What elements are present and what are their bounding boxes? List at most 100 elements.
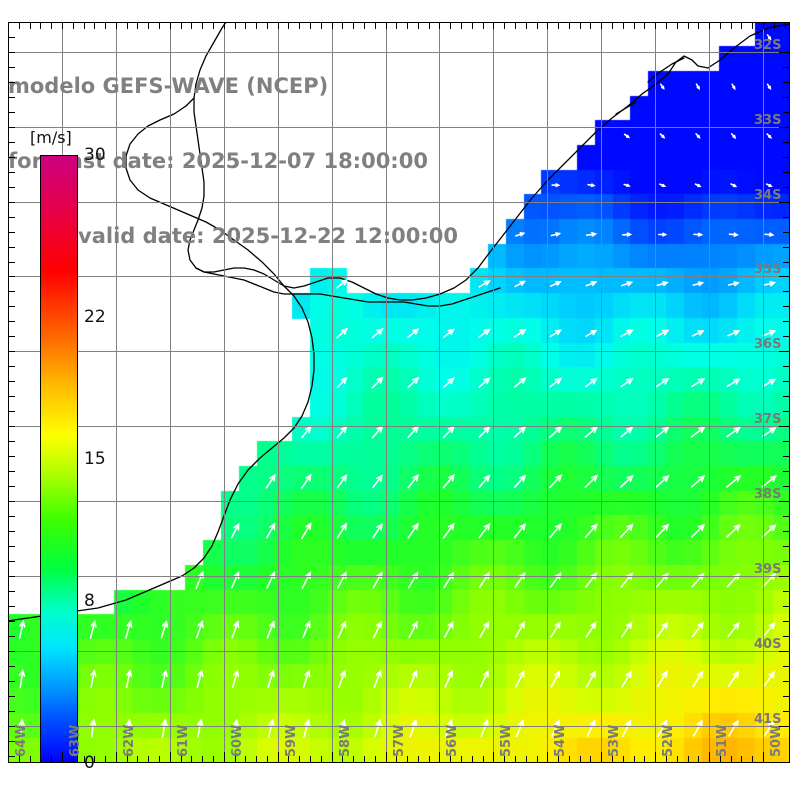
left-axis-minor-tick bbox=[8, 246, 15, 248]
left-axis-minor-tick bbox=[8, 381, 15, 383]
x-axis-minor-tick bbox=[51, 756, 53, 763]
x-axis-minor-tick bbox=[741, 756, 743, 763]
x-axis-minor-tick bbox=[525, 756, 527, 763]
y-axis-tick bbox=[779, 725, 790, 727]
y-axis-minor-tick bbox=[783, 66, 790, 68]
top-axis-minor-tick bbox=[212, 22, 214, 29]
top-axis-minor-tick bbox=[396, 22, 398, 29]
graticule-meridian bbox=[655, 22, 657, 763]
top-axis-minor-tick bbox=[644, 22, 646, 29]
x-axis-minor-tick bbox=[72, 756, 74, 763]
top-axis-minor-tick bbox=[719, 22, 721, 29]
left-axis-minor-tick bbox=[8, 231, 15, 233]
top-axis-minor-tick bbox=[191, 22, 193, 29]
title-valid-date: valid date: 2025-12-22 12:00:00 bbox=[78, 224, 458, 248]
y-axis-minor-tick bbox=[783, 545, 790, 547]
y-axis-minor-tick bbox=[783, 171, 790, 173]
top-axis-minor-tick bbox=[514, 22, 516, 29]
y-axis-label: 33S bbox=[754, 112, 782, 128]
x-axis-tick bbox=[115, 752, 117, 763]
top-axis-minor-tick bbox=[698, 22, 700, 29]
left-axis-minor-tick bbox=[8, 201, 15, 203]
x-axis-minor-tick bbox=[40, 756, 42, 763]
wind-speed-raster bbox=[8, 22, 790, 763]
top-axis-minor-tick bbox=[374, 22, 376, 29]
left-axis-minor-tick bbox=[8, 605, 15, 607]
graticule-parallel bbox=[8, 725, 790, 727]
top-axis-minor-tick bbox=[590, 22, 592, 29]
left-axis-minor-tick bbox=[8, 725, 15, 727]
map-plot-area[interactable] bbox=[8, 22, 790, 763]
top-axis-minor-tick bbox=[18, 22, 20, 29]
graticule-meridian bbox=[277, 22, 279, 763]
y-axis-minor-tick bbox=[783, 81, 790, 83]
left-axis-minor-tick bbox=[8, 590, 15, 592]
top-axis-minor-tick bbox=[29, 22, 31, 29]
x-axis-label: 55W bbox=[499, 724, 515, 757]
top-axis-minor-tick bbox=[450, 22, 452, 29]
top-axis-minor-tick bbox=[428, 22, 430, 29]
x-axis-minor-tick bbox=[482, 756, 484, 763]
top-axis-minor-tick bbox=[579, 22, 581, 29]
top-axis-minor-tick bbox=[137, 22, 139, 29]
y-axis-label: 32S bbox=[754, 37, 782, 53]
x-axis-minor-tick bbox=[407, 756, 409, 763]
top-axis-minor-tick bbox=[180, 22, 182, 29]
x-axis-minor-tick bbox=[353, 756, 355, 763]
left-axis-minor-tick bbox=[8, 740, 15, 742]
y-axis-tick bbox=[779, 575, 790, 577]
x-axis-minor-tick bbox=[299, 756, 301, 763]
x-axis-minor-tick bbox=[471, 756, 473, 763]
left-axis-minor-tick bbox=[8, 141, 15, 143]
top-axis-minor-tick bbox=[342, 22, 344, 29]
left-axis-minor-tick bbox=[8, 620, 15, 622]
top-axis-minor-tick bbox=[493, 22, 495, 29]
left-axis-minor-tick bbox=[8, 216, 15, 218]
top-axis-minor-tick bbox=[461, 22, 463, 29]
graticule-parallel bbox=[8, 126, 790, 128]
x-axis-minor-tick bbox=[83, 756, 85, 763]
y-axis-minor-tick bbox=[783, 620, 790, 622]
x-axis-label: 52W bbox=[661, 724, 677, 757]
top-axis-minor-tick bbox=[320, 22, 322, 29]
y-axis-tick bbox=[779, 276, 790, 278]
y-axis-minor-tick bbox=[783, 590, 790, 592]
y-axis-minor-tick bbox=[783, 186, 790, 188]
y-axis-label: 40S bbox=[754, 636, 782, 652]
graticule-meridian bbox=[223, 22, 225, 763]
x-axis-minor-tick bbox=[698, 756, 700, 763]
top-axis-minor-tick bbox=[525, 22, 527, 29]
x-axis-label: 50W bbox=[769, 724, 785, 757]
top-axis-minor-tick bbox=[299, 22, 301, 29]
y-axis-minor-tick bbox=[783, 456, 790, 458]
y-axis-tick bbox=[779, 126, 790, 128]
top-axis-minor-tick bbox=[784, 22, 786, 29]
y-axis-minor-tick bbox=[783, 321, 790, 323]
x-axis-minor-tick bbox=[320, 756, 322, 763]
top-axis-minor-tick bbox=[741, 22, 743, 29]
graticule-meridian bbox=[547, 22, 549, 763]
graticule-parallel bbox=[8, 426, 790, 428]
x-axis-tick bbox=[763, 752, 765, 763]
y-axis-minor-tick bbox=[783, 516, 790, 517]
y-axis-minor-tick bbox=[783, 231, 790, 233]
graticule-parallel bbox=[8, 501, 790, 503]
x-axis-tick bbox=[331, 752, 333, 763]
x-axis-tick bbox=[709, 752, 711, 763]
left-axis-minor-tick bbox=[8, 81, 15, 83]
x-axis-minor-tick bbox=[18, 756, 20, 763]
graticule-meridian bbox=[709, 22, 711, 763]
top-axis-minor-tick bbox=[266, 22, 268, 29]
y-axis-minor-tick bbox=[783, 141, 790, 143]
colorbar-tick-label: 15 bbox=[84, 449, 106, 469]
colorbar[interactable] bbox=[40, 155, 78, 763]
x-axis-minor-tick bbox=[504, 756, 506, 763]
graticule-meridian bbox=[115, 22, 117, 763]
x-axis-minor-tick bbox=[676, 756, 678, 763]
x-axis-minor-tick bbox=[137, 756, 139, 763]
graticule-meridian bbox=[385, 22, 387, 763]
left-axis-minor-tick bbox=[8, 545, 15, 547]
x-axis-minor-tick bbox=[514, 756, 516, 763]
top-axis-minor-tick bbox=[687, 22, 689, 29]
left-axis-minor-tick bbox=[8, 501, 15, 503]
